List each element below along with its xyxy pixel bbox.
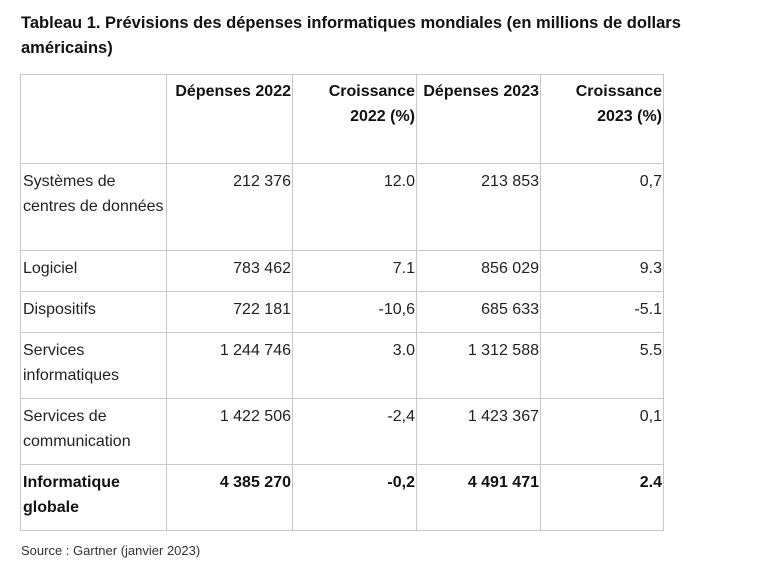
table-row: Services de communication 1 422 506 -2,4… bbox=[20, 398, 664, 465]
cell-growth-2022: -10,6 bbox=[292, 291, 417, 333]
row-label: Services informatiques bbox=[20, 332, 167, 399]
header-empty-cell bbox=[20, 74, 167, 164]
source-note: Source : Gartner (janvier 2023) bbox=[21, 543, 201, 558]
cell-spending-2023: 685 633 bbox=[416, 291, 541, 333]
cell-spending-2023: 213 853 bbox=[416, 163, 541, 251]
cell-growth-2022: -2,4 bbox=[292, 398, 417, 465]
table-row: Logiciel 783 462 7.1 856 029 9.3 bbox=[20, 250, 664, 292]
cell-growth-2022: 3.0 bbox=[292, 332, 417, 399]
table-row: Systèmes de centres de données 212 376 1… bbox=[20, 163, 664, 251]
row-label: Systèmes de centres de données bbox=[20, 163, 167, 251]
cell-growth-2022: -0,2 bbox=[292, 464, 417, 531]
cell-spending-2023: 4 491 471 bbox=[416, 464, 541, 531]
spending-forecast-table: Dépenses 2022 Croissance 2022 (%) Dépens… bbox=[20, 74, 664, 531]
header-spending-2023: Dépenses 2023 bbox=[416, 74, 541, 164]
header-growth-2023: Croissance 2023 (%) bbox=[540, 74, 664, 164]
cell-spending-2022: 212 376 bbox=[166, 163, 293, 251]
table-row: Dispositifs 722 181 -10,6 685 633 -5.1 bbox=[20, 291, 664, 333]
cell-spending-2022: 1 244 746 bbox=[166, 332, 293, 399]
table-total-row: Informatique globale 4 385 270 -0,2 4 49… bbox=[20, 464, 664, 531]
cell-growth-2023: 2.4 bbox=[540, 464, 664, 531]
row-label: Logiciel bbox=[20, 250, 167, 292]
cell-growth-2023: 9.3 bbox=[540, 250, 664, 292]
header-spending-2022: Dépenses 2022 bbox=[166, 74, 293, 164]
cell-growth-2023: 0,1 bbox=[540, 398, 664, 465]
cell-spending-2023: 1 423 367 bbox=[416, 398, 541, 465]
row-label: Informatique globale bbox=[20, 464, 167, 531]
table-header-row: Dépenses 2022 Croissance 2022 (%) Dépens… bbox=[20, 74, 664, 164]
row-label: Services de communication bbox=[20, 398, 167, 465]
cell-growth-2022: 12.0 bbox=[292, 163, 417, 251]
cell-growth-2022: 7.1 bbox=[292, 250, 417, 292]
table-row: Services informatiques 1 244 746 3.0 1 3… bbox=[20, 332, 664, 399]
cell-spending-2023: 856 029 bbox=[416, 250, 541, 292]
header-growth-2022: Croissance 2022 (%) bbox=[292, 74, 417, 164]
cell-growth-2023: 5.5 bbox=[540, 332, 664, 399]
table-title: Tableau 1. Prévisions des dépenses infor… bbox=[21, 14, 681, 57]
cell-spending-2022: 783 462 bbox=[166, 250, 293, 292]
cell-growth-2023: -5.1 bbox=[540, 291, 664, 333]
cell-growth-2023: 0,7 bbox=[540, 163, 664, 251]
row-label: Dispositifs bbox=[20, 291, 167, 333]
cell-spending-2022: 1 422 506 bbox=[166, 398, 293, 465]
cell-spending-2022: 4 385 270 bbox=[166, 464, 293, 531]
cell-spending-2022: 722 181 bbox=[166, 291, 293, 333]
cell-spending-2023: 1 312 588 bbox=[416, 332, 541, 399]
